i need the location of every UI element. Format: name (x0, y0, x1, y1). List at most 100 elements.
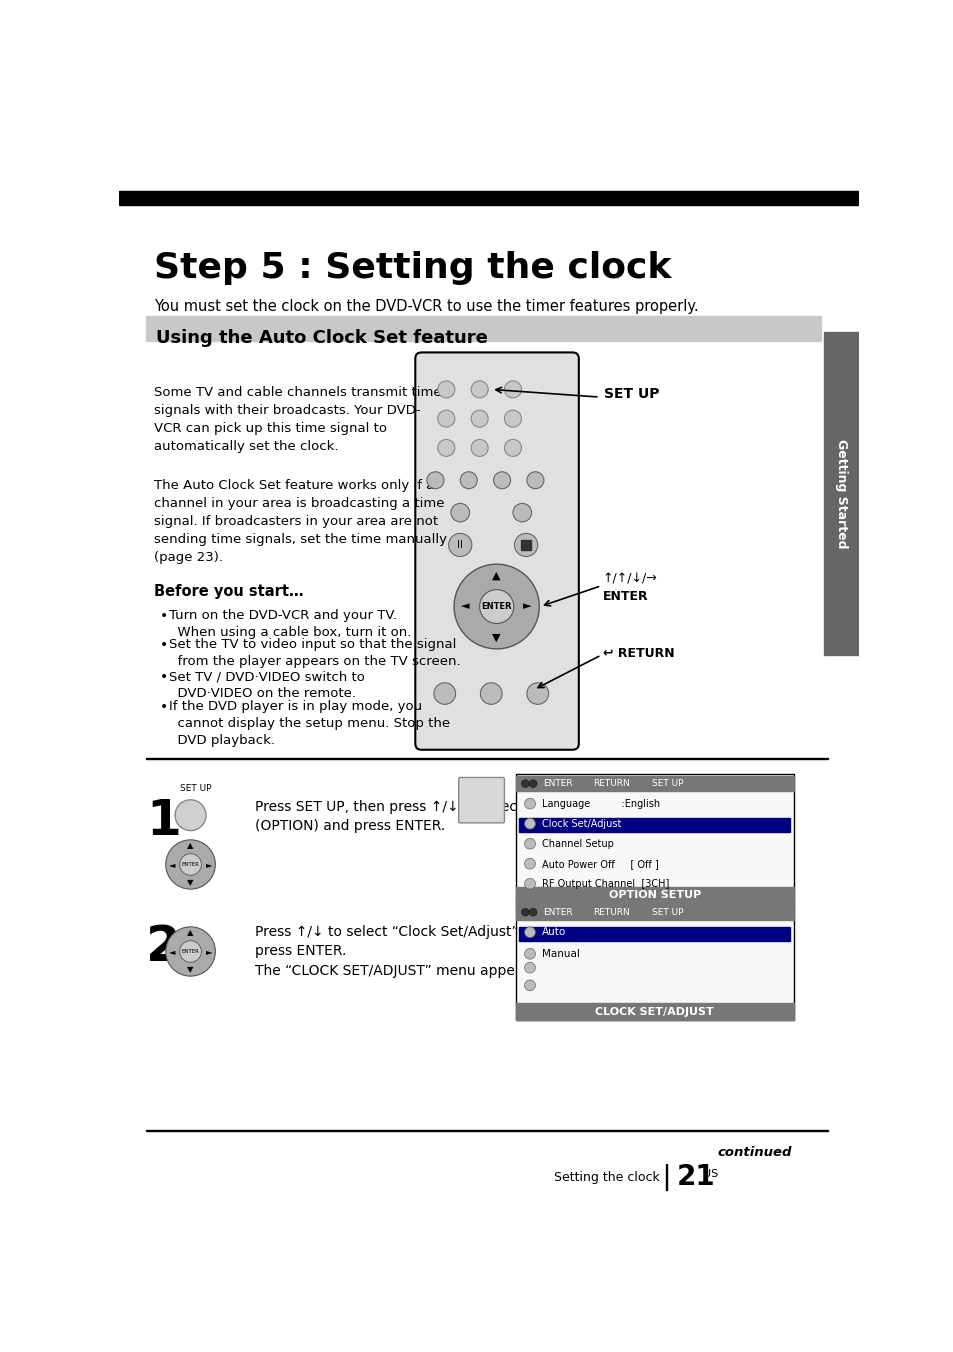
Circle shape (471, 410, 488, 427)
Text: •: • (159, 700, 168, 714)
Text: II: II (456, 539, 462, 550)
Text: You must set the clock on the DVD-VCR to use the timer features properly.: You must set the clock on the DVD-VCR to… (154, 299, 698, 314)
Circle shape (451, 503, 469, 522)
Circle shape (504, 381, 521, 397)
Bar (516, 1003, 793, 1019)
Text: ↑/↑/↓/→: ↑/↑/↓/→ (602, 573, 657, 585)
Circle shape (493, 472, 510, 488)
Circle shape (514, 534, 537, 557)
Text: 21: 21 (677, 1163, 715, 1191)
Circle shape (524, 838, 535, 849)
Circle shape (427, 472, 443, 488)
Text: Auto: Auto (542, 927, 566, 937)
Text: Channel Setup: Channel Setup (542, 838, 614, 849)
Text: ►: ► (206, 860, 213, 869)
Text: ENTER: ENTER (602, 589, 648, 603)
Bar (521, 541, 530, 549)
Text: ◄: ◄ (169, 946, 175, 956)
Bar (146, 316, 820, 341)
Circle shape (529, 909, 537, 917)
Text: Before you start…: Before you start… (154, 584, 303, 599)
Circle shape (521, 780, 529, 787)
Text: Some TV and cable channels transmit time
signals with their broadcasts. Your DVD: Some TV and cable channels transmit time… (154, 385, 441, 453)
Text: Setting the clock: Setting the clock (554, 1171, 659, 1183)
Text: The Auto Clock Set feature works only if a
channel in your area is broadcasting : The Auto Clock Set feature works only if… (154, 480, 447, 565)
Circle shape (434, 683, 456, 704)
Circle shape (524, 879, 535, 890)
Circle shape (448, 534, 472, 557)
Circle shape (437, 381, 455, 397)
FancyBboxPatch shape (458, 777, 504, 823)
Bar (823, 331, 858, 654)
Text: ◄: ◄ (461, 602, 470, 611)
Circle shape (524, 818, 535, 829)
Text: Set the TV to video input so that the signal
  from the player appears on the TV: Set the TV to video input so that the si… (169, 638, 460, 668)
Text: Getting Started: Getting Started (834, 438, 847, 548)
Circle shape (166, 927, 215, 976)
Circle shape (454, 564, 538, 649)
Circle shape (166, 840, 215, 890)
Bar (516, 887, 793, 903)
Circle shape (459, 472, 476, 488)
Text: RF Output Channel  [3CH]: RF Output Channel [3CH] (542, 879, 669, 888)
Bar (516, 775, 793, 903)
Circle shape (526, 683, 548, 704)
Circle shape (437, 410, 455, 427)
Bar (518, 927, 790, 941)
Circle shape (504, 410, 521, 427)
Circle shape (479, 589, 513, 623)
Bar (665, 1164, 666, 1190)
Bar (516, 903, 793, 1019)
Text: ENTER: ENTER (181, 863, 199, 867)
Circle shape (513, 503, 531, 522)
Text: Manual: Manual (542, 949, 579, 959)
Bar (518, 818, 790, 831)
Text: Clock Set/Adjust: Clock Set/Adjust (542, 819, 621, 829)
Text: •: • (159, 638, 168, 652)
Text: SET UP: SET UP (603, 387, 659, 402)
Text: ▼: ▼ (187, 879, 193, 887)
Text: ENTER: ENTER (181, 949, 199, 955)
Text: If the DVD player is in play mode, you
  cannot display the setup menu. Stop the: If the DVD player is in play mode, you c… (169, 700, 450, 746)
Text: 1: 1 (146, 798, 181, 845)
Text: ENTER: ENTER (481, 602, 512, 611)
Circle shape (524, 963, 535, 973)
Text: Auto Power Off     [ Off ]: Auto Power Off [ Off ] (542, 859, 659, 869)
Circle shape (480, 683, 501, 704)
Bar (119, 191, 858, 204)
Text: continued: continued (717, 1146, 791, 1159)
Text: 2: 2 (146, 923, 181, 971)
Text: •: • (159, 608, 168, 623)
Text: Press SET UP, then press ↑/↓ to select
(OPTION) and press ENTER.: Press SET UP, then press ↑/↓ to select (… (254, 800, 522, 833)
Circle shape (504, 439, 521, 457)
Text: OPTION SETUP: OPTION SETUP (608, 890, 700, 900)
Text: ▲: ▲ (492, 571, 500, 581)
Circle shape (179, 941, 201, 963)
Text: SET UP: SET UP (179, 784, 211, 794)
Circle shape (524, 859, 535, 869)
Circle shape (437, 439, 455, 457)
Text: ENTER: ENTER (542, 779, 572, 788)
Text: ▲: ▲ (187, 929, 193, 937)
Circle shape (524, 927, 535, 938)
Text: ►: ► (206, 946, 213, 956)
Text: SET UP: SET UP (651, 779, 682, 788)
Text: Press ↑/↓ to select “Clock Set/Adjust”, then
press ENTER.
The “CLOCK SET/ADJUST”: Press ↑/↓ to select “Clock Set/Adjust”, … (254, 925, 558, 977)
Circle shape (524, 948, 535, 959)
Circle shape (471, 381, 488, 397)
Circle shape (471, 439, 488, 457)
Text: SET UP: SET UP (651, 907, 682, 917)
Text: Step 5 : Setting the clock: Step 5 : Setting the clock (154, 250, 671, 285)
Text: RETURN: RETURN (593, 779, 630, 788)
Text: CLOCK SET/ADJUST: CLOCK SET/ADJUST (595, 1006, 714, 1017)
Text: ▲: ▲ (187, 841, 193, 850)
Circle shape (526, 472, 543, 488)
Text: RETURN: RETURN (593, 907, 630, 917)
Circle shape (524, 798, 535, 808)
Text: US: US (702, 1169, 718, 1179)
Text: ▼: ▼ (187, 965, 193, 975)
Text: ◄: ◄ (169, 860, 175, 869)
Text: ENTER: ENTER (542, 907, 572, 917)
Bar (516, 904, 793, 919)
Text: Using the Auto Clock Set feature: Using the Auto Clock Set feature (156, 329, 488, 346)
